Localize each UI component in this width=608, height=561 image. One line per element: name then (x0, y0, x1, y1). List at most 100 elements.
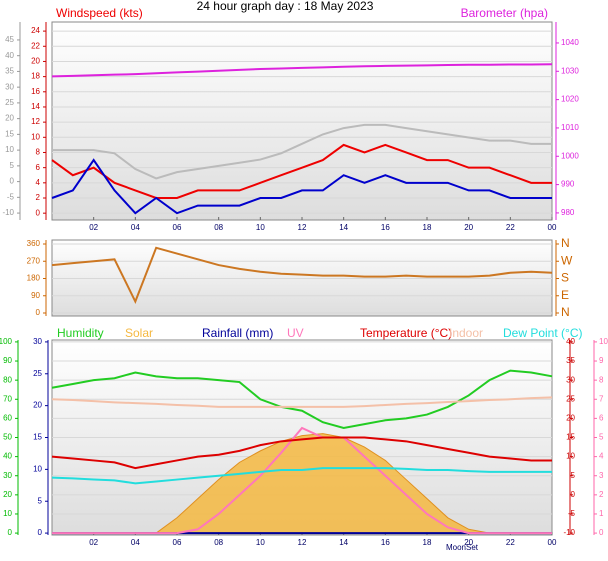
x-tick-label: 02 (89, 223, 98, 232)
series-line (52, 123, 552, 180)
y-tick-label: 40 (566, 337, 575, 346)
y-tick-label: 70 (3, 394, 12, 403)
y-tick-label: 1030 (561, 66, 579, 75)
x-tick-label: 16 (381, 223, 390, 232)
y-tick-label: 1 (599, 509, 604, 518)
y-tick-label: 990 (561, 180, 575, 189)
x-tick-label: 08 (214, 223, 223, 232)
y-tick-label: 0 (571, 490, 576, 499)
series-line (51, 63, 553, 78)
y-tick-label: 20 (5, 114, 14, 123)
y-tick-label: 35 (566, 356, 575, 365)
x-tick-label: 02 (89, 538, 98, 547)
title: 24 hour graph day : 18 May 2023 (197, 0, 374, 13)
y-tick-label: 30 (3, 471, 12, 480)
series-line (51, 369, 553, 429)
y-tick-label: 12 (31, 117, 40, 126)
x-tick-label: 00 (548, 223, 557, 232)
x-tick-label: 10 (256, 223, 265, 232)
legend-entry: Rainfall (mm) (202, 326, 273, 340)
y-tick-label: -5 (7, 192, 15, 201)
y-tick-label: 10 (33, 464, 42, 473)
y-tick-label: -10 (2, 208, 14, 217)
x-tick-label: 18 (423, 538, 432, 547)
y-tick-label: 0 (10, 177, 15, 186)
y-tick-label: 20 (566, 413, 575, 422)
y-tick-label: 10 (566, 452, 575, 461)
y-tick-label: 8 (599, 375, 604, 384)
y-tick-label: 100 (0, 337, 13, 346)
legend-entry: Temperature (°C) (360, 326, 452, 340)
series-line (52, 426, 552, 535)
x-tick-label: 22 (506, 538, 515, 547)
x-tick-label: 22 (506, 223, 515, 232)
y-tick-label: 20 (3, 490, 12, 499)
y-tick-label: 7 (599, 394, 604, 403)
y-tick-label: 25 (33, 369, 42, 378)
y-tick-label: 180 (27, 274, 41, 283)
y-tick-label: 10 (5, 145, 14, 154)
y-tick-label: 24 (31, 26, 40, 35)
y-tick-label: 22 (31, 41, 40, 50)
plot-area (51, 21, 553, 221)
x-tick-label: 14 (339, 223, 348, 232)
y-tick-label: 2 (36, 193, 41, 202)
y-tick-label: 9 (599, 356, 604, 365)
y-tick-label: -5 (568, 509, 576, 518)
x-tick-label: 08 (214, 538, 223, 547)
y-tick-label: 1000 (561, 151, 579, 160)
y-tick-label: S (561, 271, 569, 285)
y-tick-label: 15 (566, 433, 575, 442)
series-line (51, 396, 553, 408)
x-tick-label: 04 (131, 223, 140, 232)
y-tick-label: 10 (599, 337, 608, 346)
y-tick-label: 25 (566, 394, 575, 403)
x-tick-label: 06 (173, 223, 182, 232)
y-tick-label: 40 (3, 452, 12, 461)
y-tick-label: 8 (36, 148, 41, 157)
series-line (51, 436, 552, 470)
y-tick-label: N (561, 305, 570, 319)
y-tick-label: 30 (566, 375, 575, 384)
y-tick-label: 0 (36, 308, 41, 317)
y-tick-label: 0 (38, 528, 43, 537)
series-line (51, 246, 553, 304)
x-tick-label: 00 (548, 538, 557, 547)
y-tick-label: 980 (561, 208, 575, 217)
y-tick-label: 20 (33, 401, 42, 410)
y-tick-label: 16 (31, 87, 40, 96)
y-tick-label: E (561, 288, 569, 302)
y-tick-label: 25 (5, 98, 14, 107)
y-tick-label: N (561, 236, 570, 250)
x-tick-label: 16 (381, 538, 390, 547)
y-tick-label: 360 (27, 239, 41, 248)
y-tick-label: 45 (5, 35, 14, 44)
x-tick-label: 04 (131, 538, 140, 547)
y-tick-label: W (561, 253, 573, 267)
series-line (51, 467, 552, 485)
y-tick-label: 10 (3, 509, 12, 518)
legend-entry: Barometer (hpa) (461, 6, 548, 20)
annotation: MoonSet (446, 543, 479, 552)
x-tick-label: 10 (256, 538, 265, 547)
legend-entry: Solar (125, 326, 153, 340)
x-tick-label: 06 (173, 538, 182, 547)
y-tick-label: 1010 (561, 123, 579, 132)
y-tick-label: 40 (5, 51, 14, 60)
y-tick-label: 2 (599, 490, 604, 499)
x-tick-label: 12 (298, 538, 307, 547)
y-tick-label: 90 (31, 291, 40, 300)
y-tick-label: 30 (5, 82, 14, 91)
legend-entry: UV (287, 326, 304, 340)
y-tick-label: 1040 (561, 38, 579, 47)
y-tick-label: 0 (8, 528, 13, 537)
legend-entry: Indoor (449, 326, 483, 340)
y-tick-label: 15 (5, 129, 14, 138)
y-tick-label: 80 (3, 375, 12, 384)
y-tick-label: -10 (563, 528, 575, 537)
y-tick-label: 5 (38, 496, 43, 505)
y-tick-label: 20 (31, 57, 40, 66)
legend-entry: Humidity (57, 326, 104, 340)
y-tick-label: 50 (3, 433, 12, 442)
